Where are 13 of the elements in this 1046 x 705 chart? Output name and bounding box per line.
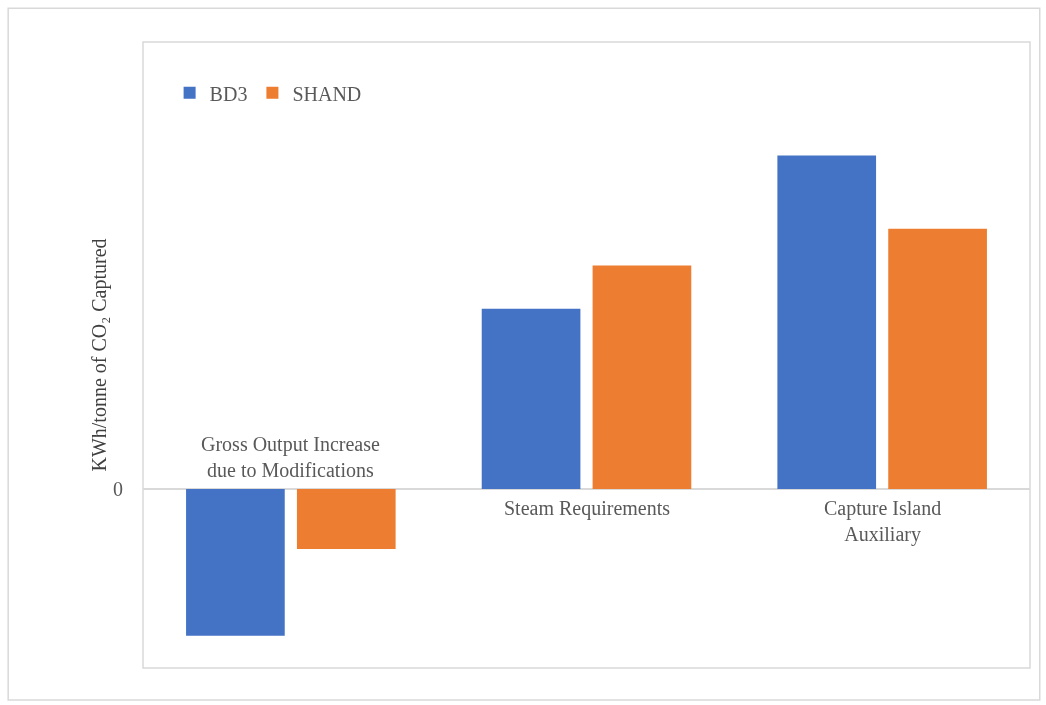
bar [592, 265, 692, 489]
x-tick-label: Gross Output Increase due to Modifications [201, 433, 380, 481]
y-axis-title: KWh/tonne of CO₂ Captured [87, 238, 111, 472]
bar [481, 308, 581, 489]
legend-label: BD3 [209, 82, 248, 105]
text: 0 [113, 478, 123, 500]
x-tick-label: Capture Island Auxiliary [824, 497, 942, 546]
bar [186, 488, 285, 636]
bar [777, 155, 877, 489]
legend-label: SHAND [292, 82, 362, 105]
x-tick-label: Steam Requirements [504, 497, 671, 520]
bar [888, 228, 987, 489]
bar [296, 488, 396, 549]
